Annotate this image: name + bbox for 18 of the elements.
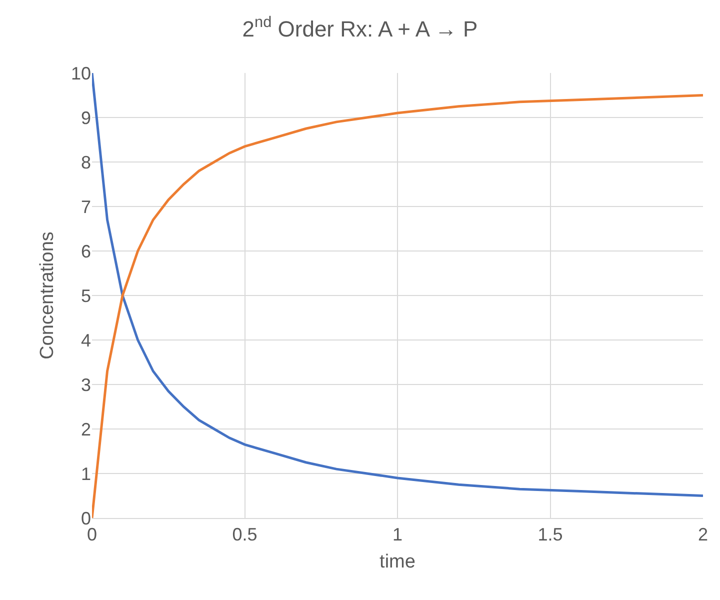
- y-tick-label: 7: [80, 196, 91, 217]
- y-tick-label: 0: [80, 508, 91, 528]
- x-tick-label: 1: [392, 524, 403, 545]
- x-tick-label: 0.5: [232, 524, 258, 545]
- y-tick-label: 4: [80, 330, 91, 350]
- y-axis-title: Concentrations: [36, 232, 58, 360]
- y-tick-label: 9: [80, 108, 91, 128]
- y-tick-label: 6: [80, 241, 91, 262]
- y-tick-label: 5: [80, 286, 91, 306]
- y-tick-label: 1: [80, 464, 91, 484]
- y-tick-label: 2: [80, 419, 91, 440]
- x-tick-label: 2: [698, 524, 708, 545]
- x-tick-label: 1.5: [538, 524, 563, 545]
- y-tick-label: 10: [70, 63, 91, 84]
- x-axis-title: time: [380, 551, 416, 572]
- y-tick-label: 8: [80, 152, 91, 172]
- y-tick-label: 3: [80, 374, 91, 395]
- chart-title: 2$^{nd}$ Order Rx: A + A → P: [242, 14, 478, 42]
